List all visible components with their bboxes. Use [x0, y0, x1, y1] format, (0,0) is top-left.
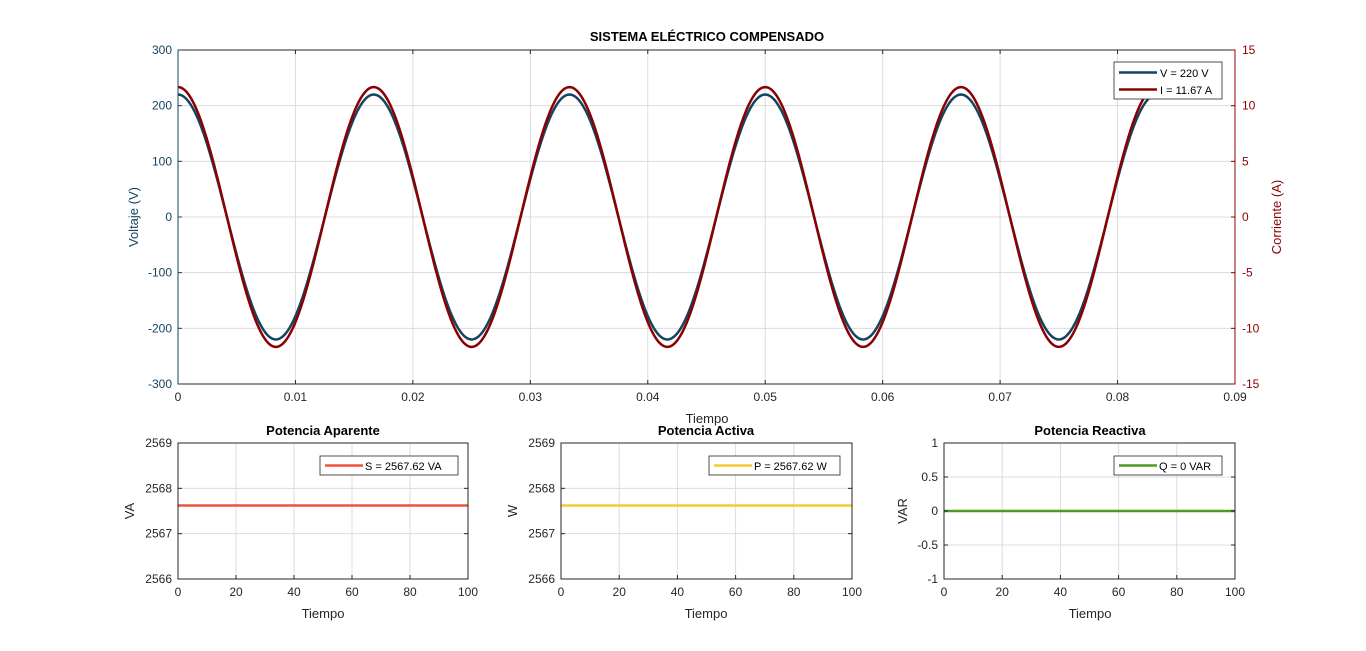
sub1-ylabel: VA: [122, 502, 137, 519]
main-y2-ticks: -15 -10 -5 0 5 10 15: [1231, 43, 1260, 391]
main-y-ticks: -300 -200 -100 0 100 200 300: [148, 43, 182, 391]
y-tick-label: 1: [931, 436, 938, 450]
x-tick-label: 40: [671, 585, 685, 599]
sub2-legend: P = 2567.62 W: [708, 455, 841, 476]
subplot-reactive-power: 0 20 40 60 80 100 -1 -0.5 0 0.5 1 Potencia Reacti…: [895, 423, 1245, 621]
main-legend-box: [1113, 61, 1223, 100]
sub3-x-ticks: 0 20 40 60 80 100: [941, 575, 1245, 599]
y2-tick-label: 0: [1242, 210, 1249, 224]
sub2-legend-box: [708, 455, 841, 476]
x-tick-label: 0.09: [1223, 390, 1247, 404]
legend-label-active: P = 2567.62 W: [754, 461, 827, 473]
main-chart: 0 0.01 0.02 0.03 0.04 0.05 0.06 0.07 0.08 0.09 -3…: [126, 29, 1284, 426]
main-curves: [177, 85, 1157, 349]
main-xlabel: Tiempo: [686, 411, 729, 426]
y-tick-label: 0: [165, 210, 172, 224]
y-tick-label: 300: [152, 43, 172, 57]
main-title: SISTEMA ELÉCTRICO COMPENSADO: [590, 29, 824, 44]
main-y2label: Corriente (A): [1269, 180, 1284, 254]
x-tick-label: 0.05: [754, 390, 778, 404]
y-tick-label: 2566: [145, 572, 172, 586]
y2-tick-label: -10: [1242, 321, 1260, 335]
legend-label-apparent: S = 2567.62 VA: [365, 461, 442, 473]
x-tick-label: 0.08: [1106, 390, 1130, 404]
y-tick-label: 2568: [145, 481, 172, 495]
legend-label-reactive: Q = 0 VAR: [1159, 461, 1211, 473]
y-tick-label: 0.5: [921, 470, 938, 484]
y-tick-label: -0.5: [917, 538, 938, 552]
sub1-y-ticks: 2566 2567 2568 2569: [145, 436, 468, 586]
current-series-line: [177, 85, 1157, 349]
sub2-axes-box: [560, 442, 853, 580]
x-tick-label: 40: [1054, 585, 1068, 599]
x-tick-label: 60: [1112, 585, 1126, 599]
y2-tick-label: -5: [1242, 266, 1253, 280]
y-tick-label: 2569: [145, 436, 172, 450]
x-tick-label: 100: [1225, 585, 1245, 599]
x-tick-label: 0.02: [401, 390, 425, 404]
y-tick-label: 2567: [145, 527, 172, 541]
x-tick-label: 0.03: [519, 390, 543, 404]
x-tick-label: 0.07: [988, 390, 1012, 404]
y2-tick-label: 15: [1242, 43, 1256, 57]
x-tick-label: 100: [458, 585, 478, 599]
y-tick-label: 0: [931, 504, 938, 518]
legend-label-current: I = 11.67 A: [1160, 85, 1213, 97]
main-legend: V = 220 V I = 11.67 A: [1113, 61, 1223, 100]
sub3-legend: Q = 0 VAR: [1113, 455, 1223, 476]
legend-label-voltage: V = 220 V: [1160, 68, 1209, 80]
sub2-x-ticks: 0 20 40 60 80 100: [558, 575, 862, 599]
sub3-y-ticks: -1 -0.5 0 0.5 1: [917, 436, 1235, 586]
x-tick-label: 100: [842, 585, 862, 599]
y2-tick-label: -15: [1242, 377, 1260, 391]
y-tick-label: 100: [152, 154, 172, 168]
sub3-legend-box: [1113, 455, 1223, 476]
x-tick-label: 80: [1170, 585, 1184, 599]
sub3-title: Potencia Reactiva: [1034, 423, 1146, 438]
sub2-title: Potencia Activa: [658, 423, 755, 438]
sub1-x-ticks: 0 20 40 60 80 100: [175, 575, 478, 599]
sub2-xlabel: Tiempo: [685, 606, 728, 621]
sub1-legend-box: [319, 455, 459, 476]
sub1-axes-box: [177, 442, 469, 580]
y2-tick-label: 10: [1242, 99, 1256, 113]
y-tick-label: 2569: [528, 436, 555, 450]
y2-tick-label: 5: [1242, 154, 1249, 168]
x-tick-label: 0: [175, 585, 182, 599]
x-tick-label: 0.01: [284, 390, 308, 404]
x-tick-label: 80: [403, 585, 417, 599]
y-tick-label: -300: [148, 377, 172, 391]
x-tick-label: 0: [175, 390, 182, 404]
x-tick-label: 20: [229, 585, 243, 599]
x-tick-label: 40: [287, 585, 301, 599]
x-tick-label: 60: [729, 585, 743, 599]
x-tick-label: 0: [941, 585, 948, 599]
sub1-xlabel: Tiempo: [302, 606, 345, 621]
x-tick-label: 0.04: [636, 390, 660, 404]
main-ylabel: Voltaje (V): [126, 187, 141, 247]
x-tick-label: 80: [787, 585, 801, 599]
x-tick-label: 0.06: [871, 390, 895, 404]
y-tick-label: -200: [148, 321, 172, 335]
main-x-ticks: 0 0.01 0.02 0.03 0.04 0.05 0.06 0.07 0.08 0.09: [175, 50, 1247, 404]
y-tick-label: -1: [927, 572, 938, 586]
sub2-y-ticks: 2566 2567 2568 2569: [528, 436, 852, 586]
x-tick-label: 60: [345, 585, 359, 599]
y-tick-label: 2566: [528, 572, 555, 586]
y-tick-label: 200: [152, 99, 172, 113]
y-tick-label: -100: [148, 266, 172, 280]
subplot-active-power: 0 20 40 60 80 100 2566 2567 2568 2569 Potencia A…: [505, 423, 862, 621]
sub2-ylabel: W: [505, 504, 520, 517]
x-tick-label: 20: [613, 585, 627, 599]
x-tick-label: 0: [558, 585, 565, 599]
y-tick-label: 2568: [528, 481, 555, 495]
sub3-xlabel: Tiempo: [1069, 606, 1112, 621]
sub1-legend: S = 2567.62 VA: [319, 455, 459, 476]
sub1-title: Potencia Aparente: [266, 423, 380, 438]
y-tick-label: 2567: [528, 527, 555, 541]
subplot-apparent-power: 0 20 40 60 80 100 2566 2567 2568 2569 Potencia A…: [122, 423, 478, 621]
sub3-ylabel: VAR: [895, 498, 910, 524]
x-tick-label: 20: [996, 585, 1010, 599]
